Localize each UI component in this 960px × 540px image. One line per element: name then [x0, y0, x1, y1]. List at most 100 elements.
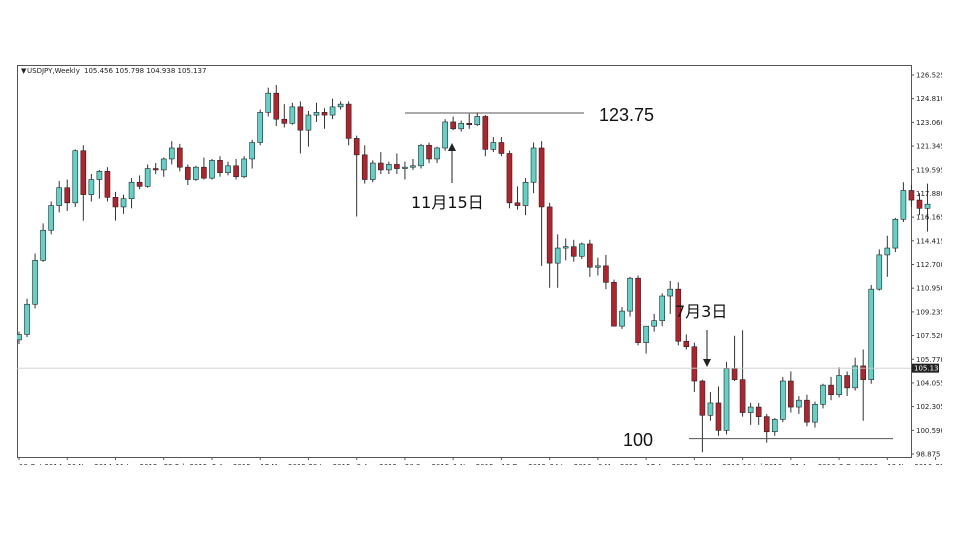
- x-tick-label: 13 Dec 2015: [501, 463, 546, 465]
- candle: [386, 161, 392, 175]
- candle-body-up: [32, 260, 38, 305]
- candle: [377, 152, 384, 175]
- candle: [281, 104, 288, 128]
- x-tick-label: 24 Jan 2016: [550, 463, 593, 465]
- candle: [771, 418, 778, 436]
- candle: [305, 110, 312, 147]
- candle: [747, 402, 754, 425]
- y-tick-label: 104.055: [916, 379, 942, 387]
- candle-body-up: [313, 112, 320, 116]
- candle-body-down: [570, 246, 577, 257]
- candle-body-down: [844, 375, 850, 389]
- candle: [860, 349, 867, 421]
- candle: [683, 334, 690, 350]
- candle-body-up: [627, 277, 633, 312]
- candle-body-up: [723, 368, 730, 431]
- candle-body-up: [265, 92, 272, 113]
- candle: [466, 113, 473, 129]
- candle: [707, 391, 714, 421]
- y-tick-label: 126.525: [916, 72, 942, 80]
- candle-body-up: [241, 158, 247, 178]
- candle: [217, 156, 223, 177]
- y-tick-label: 124.810: [916, 95, 942, 103]
- candle-body-down: [699, 380, 706, 416]
- candle-body-down: [546, 206, 553, 264]
- candle-body-down: [394, 164, 400, 169]
- candle: [152, 163, 159, 175]
- candle: [578, 242, 585, 260]
- candle: [394, 153, 400, 175]
- x-tick-label: 25 Dec 2016: [936, 463, 942, 465]
- candle-body-up: [17, 334, 22, 341]
- candle: [482, 115, 489, 157]
- candle-body-up: [160, 158, 167, 171]
- candle-body-up: [56, 187, 63, 206]
- x-tick-label: 10 Jul 2016: [743, 463, 783, 465]
- candle: [225, 161, 231, 176]
- candle: [595, 257, 601, 276]
- candle: [562, 238, 569, 261]
- candle: [17, 331, 22, 345]
- candle: [128, 178, 135, 209]
- candle: [241, 156, 247, 179]
- candle: [611, 279, 617, 327]
- candle-body-down: [804, 399, 810, 423]
- candle: [112, 191, 119, 221]
- y-tick-label: 98.875: [916, 451, 941, 459]
- candle-body-up: [144, 168, 151, 187]
- candle-body-down: [860, 365, 867, 380]
- candle: [643, 325, 649, 354]
- candle: [779, 376, 786, 423]
- x-tick-label: 29 May 2016: [694, 463, 740, 465]
- y-tick-label: 117.880: [916, 190, 942, 198]
- x-tick-label: 28 Jun 2015: [308, 463, 350, 465]
- candle-body-up: [924, 203, 931, 209]
- candle-body-down: [828, 384, 834, 396]
- y-tick-label: 119.595: [916, 166, 942, 174]
- candle: [723, 361, 730, 435]
- current-price-badge: [912, 363, 939, 373]
- candle: [474, 112, 481, 127]
- candle: [418, 143, 424, 169]
- y-tick-label: 107.520: [916, 332, 942, 340]
- support-label: 100: [623, 430, 653, 450]
- candle-body-down: [603, 265, 609, 283]
- candle: [844, 371, 850, 397]
- candle-body-up: [474, 116, 481, 125]
- candle-body-up: [884, 247, 891, 256]
- candle: [402, 161, 408, 180]
- candle: [257, 109, 263, 146]
- candle: [836, 367, 842, 398]
- candle: [337, 101, 344, 110]
- candle: [490, 137, 497, 153]
- chart-frame: ▼ USDJPY,Weekly 105.456 105.798 104.938 …: [17, 65, 942, 465]
- candle-body-down: [281, 118, 288, 124]
- candle-body-up: [619, 310, 625, 327]
- x-tick-label: 22 Feb 2015: [164, 463, 208, 465]
- candle-body-down: [297, 106, 304, 131]
- y-tick-label: 102.305: [916, 403, 942, 411]
- candle-body-up: [643, 325, 649, 343]
- candle-body-up: [402, 166, 408, 169]
- candle: [442, 119, 448, 151]
- candle-body-up: [289, 106, 296, 124]
- candle-body-up: [410, 165, 416, 168]
- candle-body-down: [908, 190, 915, 201]
- candle-body-down: [755, 406, 762, 417]
- candle-body-up: [24, 303, 30, 335]
- candle-body-up: [659, 295, 666, 321]
- candle: [426, 142, 432, 164]
- candle-body-up: [434, 147, 440, 160]
- candle: [570, 239, 577, 262]
- candle: [249, 139, 255, 169]
- x-tick-label: 1 Nov 2015: [453, 463, 493, 465]
- candle-body-down: [482, 116, 489, 150]
- candle-body-up: [578, 243, 585, 257]
- candle: [675, 282, 682, 346]
- candle-body-up: [595, 265, 601, 268]
- candle: [498, 137, 505, 157]
- candle-body-down: [345, 103, 352, 139]
- candle: [530, 142, 537, 194]
- candle-body-down: [731, 368, 738, 380]
- candle-body-up: [796, 399, 802, 408]
